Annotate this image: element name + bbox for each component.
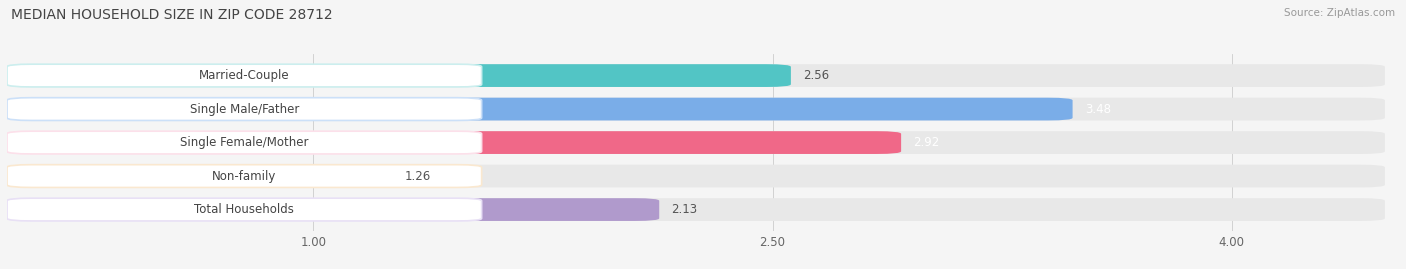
Text: Non-family: Non-family [212,169,277,183]
FancyBboxPatch shape [7,64,1385,87]
FancyBboxPatch shape [7,165,482,187]
FancyBboxPatch shape [7,165,392,187]
Text: Single Male/Father: Single Male/Father [190,102,299,116]
Text: 3.48: 3.48 [1085,102,1111,116]
Text: Single Female/Mother: Single Female/Mother [180,136,308,149]
Text: Married-Couple: Married-Couple [200,69,290,82]
FancyBboxPatch shape [7,198,659,221]
FancyBboxPatch shape [7,198,1385,221]
FancyBboxPatch shape [7,98,482,121]
Text: 2.56: 2.56 [803,69,830,82]
Text: 2.13: 2.13 [672,203,697,216]
FancyBboxPatch shape [7,64,482,87]
Text: 1.26: 1.26 [405,169,432,183]
FancyBboxPatch shape [7,131,1385,154]
FancyBboxPatch shape [7,198,482,221]
Text: MEDIAN HOUSEHOLD SIZE IN ZIP CODE 28712: MEDIAN HOUSEHOLD SIZE IN ZIP CODE 28712 [11,8,333,22]
Text: 2.92: 2.92 [914,136,939,149]
FancyBboxPatch shape [7,64,792,87]
FancyBboxPatch shape [7,98,1073,121]
FancyBboxPatch shape [7,165,1385,187]
FancyBboxPatch shape [7,98,1385,121]
Text: Total Households: Total Households [194,203,294,216]
FancyBboxPatch shape [7,131,482,154]
FancyBboxPatch shape [7,131,901,154]
Text: Source: ZipAtlas.com: Source: ZipAtlas.com [1284,8,1395,18]
